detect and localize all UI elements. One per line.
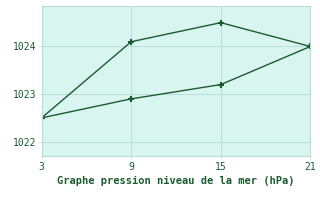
- X-axis label: Graphe pression niveau de la mer (hPa): Graphe pression niveau de la mer (hPa): [57, 176, 295, 186]
